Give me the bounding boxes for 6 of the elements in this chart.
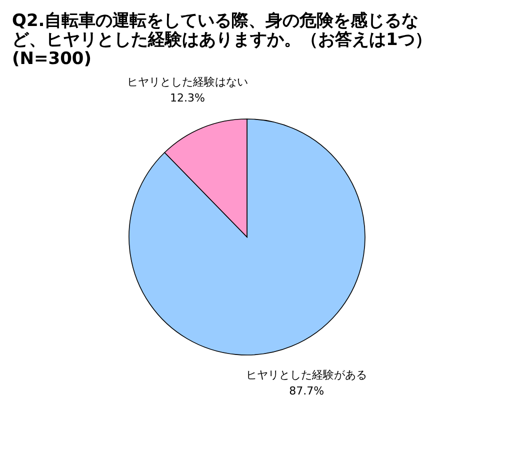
chart-title: Q2.自転車の運転をしている際、身の危険を感じるなど、ヒヤリとした経験はありますか。（お答えは1つ）(N=300) <box>12 11 432 69</box>
pie-slice <box>128 118 366 356</box>
slice-label: ヒヤリとした経験がある <box>246 368 368 382</box>
slice-label: ヒヤリとした経験はない <box>126 76 248 89</box>
data-label: 87.7% <box>289 384 324 398</box>
data-label: 12.3% <box>170 92 205 105</box>
